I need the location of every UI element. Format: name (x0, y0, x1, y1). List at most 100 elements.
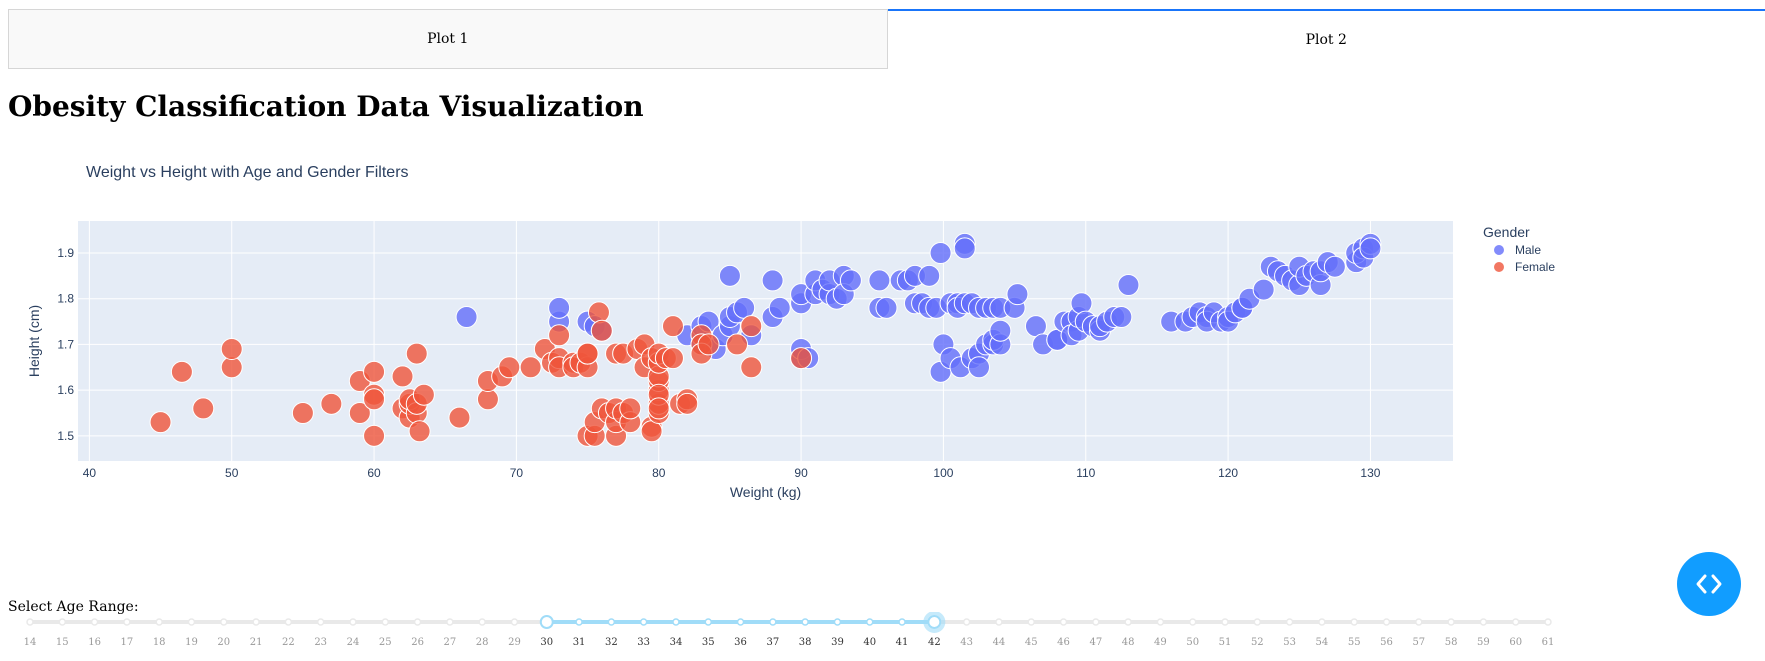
debug-menu-button[interactable] (1677, 552, 1741, 616)
slider-dot (220, 618, 228, 626)
slider-dot (833, 618, 842, 626)
legend-title: Gender (1483, 224, 1530, 240)
slider-handle-max[interactable] (927, 615, 942, 629)
slider-mark-label: 35 (702, 637, 715, 648)
data-point (576, 342, 599, 365)
scatter-chart[interactable]: Weight vs Height with Age and Gender Fil… (0, 160, 1765, 505)
slider-mark-label: 23 (314, 637, 327, 648)
data-point (918, 264, 941, 287)
data-point (726, 333, 749, 356)
slider-dot (123, 618, 131, 626)
slider-dot (1027, 618, 1035, 626)
slider-mark-label: 60 (1509, 637, 1522, 648)
x-tick-label: 40 (83, 466, 97, 480)
slider-mark-label: 41 (896, 637, 909, 648)
slider-dot (1221, 618, 1229, 626)
series-female (149, 301, 813, 447)
chart-title: Weight vs Height with Age and Gender Fil… (86, 164, 409, 181)
x-tick-label: 100 (933, 466, 953, 480)
slider-mark-label: 43 (960, 637, 973, 648)
slider-mark-label: 29 (508, 637, 521, 648)
slider-mark-label: 25 (379, 637, 392, 648)
slider-mark-label: 47 (1089, 637, 1102, 648)
tab-plot-2[interactable]: Plot 2 (887, 9, 1765, 69)
legend-marker (1494, 262, 1504, 272)
slider-dot (26, 618, 34, 626)
data-point (929, 242, 952, 264)
slider-dot (736, 618, 745, 626)
slider-mark-label: 51 (1219, 637, 1232, 648)
data-point (391, 365, 414, 388)
slider-mark-label: 20 (217, 637, 230, 648)
slider-dot (1544, 618, 1552, 626)
slider-dot (155, 618, 163, 626)
slider-dot (1511, 618, 1520, 626)
data-point (768, 296, 791, 319)
data-point (868, 269, 891, 292)
slider-dot (252, 618, 260, 626)
slider-mark-label: 32 (605, 637, 618, 648)
slider-dot (1350, 618, 1358, 626)
data-point (718, 264, 741, 287)
slider-dot (58, 618, 67, 626)
slider-mark-label: 17 (121, 637, 134, 648)
slider-mark-label: 57 (1412, 637, 1425, 648)
slider-mark-label: 36 (734, 637, 747, 648)
data-point (455, 306, 478, 328)
slider-dot (865, 618, 874, 626)
slider-mark-label: 58 (1445, 637, 1458, 648)
slider-mark-label: 45 (1025, 637, 1038, 648)
slider-handle-min[interactable] (539, 615, 554, 629)
data-point (968, 356, 991, 379)
data-point (220, 338, 243, 360)
data-point (1252, 278, 1275, 301)
data-point (587, 301, 610, 324)
slider-dot (607, 618, 616, 626)
x-tick-label: 70 (510, 466, 524, 480)
y-tick-label: 1.8 (57, 292, 74, 306)
slider-mark-label: 54 (1316, 637, 1329, 648)
data-point (348, 402, 371, 424)
slider-dot (90, 618, 99, 626)
slider-mark-label: 38 (799, 637, 812, 648)
slider-dot (1447, 618, 1455, 626)
slider-mark-label: 49 (1154, 637, 1167, 648)
legend-marker (1494, 245, 1504, 255)
x-tick-label: 50 (225, 466, 239, 480)
slider-dot (413, 618, 422, 626)
slider-mark-label: 40 (863, 637, 876, 648)
data-point (149, 411, 172, 434)
slider-dot (1253, 618, 1262, 626)
x-tick-label: 110 (1076, 466, 1095, 480)
slider-dot (704, 618, 713, 626)
slider-mark-label: 26 (411, 637, 424, 648)
data-point (412, 383, 435, 406)
slider-dot (1382, 618, 1391, 626)
data-point (448, 406, 471, 429)
x-tick-label: 60 (367, 466, 381, 480)
slider-dot (316, 618, 325, 626)
y-tick-label: 1.9 (57, 246, 74, 260)
data-point (1110, 306, 1133, 328)
data-point (1117, 274, 1140, 296)
y-axis-label: Height (cm) (26, 305, 42, 377)
data-point (839, 269, 862, 292)
slider-mark-label: 37 (766, 637, 779, 648)
slider-dot (898, 618, 906, 626)
slider-mark-label: 24 (347, 637, 360, 648)
slider-mark-label: 22 (282, 637, 295, 648)
slider-dot (478, 618, 486, 626)
data-point (363, 360, 386, 383)
tab-plot-1[interactable]: Plot 1 (8, 9, 888, 69)
x-tick-label: 120 (1218, 466, 1238, 480)
slider-mark-label: 39 (831, 637, 844, 648)
data-point (320, 392, 343, 415)
legend-item: Male (1515, 243, 1541, 257)
age-range-slider[interactable]: 14 15 16 17 18 19 20 21 22 23 24 25 26 27 28 29 30 31 32 33… (0, 612, 1765, 661)
slider-dot (1059, 618, 1068, 626)
slider-dot (284, 618, 293, 626)
data-point (170, 360, 193, 383)
slider-mark-label: 44 (993, 637, 1006, 648)
data-point (590, 319, 613, 342)
data-point (1359, 237, 1382, 260)
